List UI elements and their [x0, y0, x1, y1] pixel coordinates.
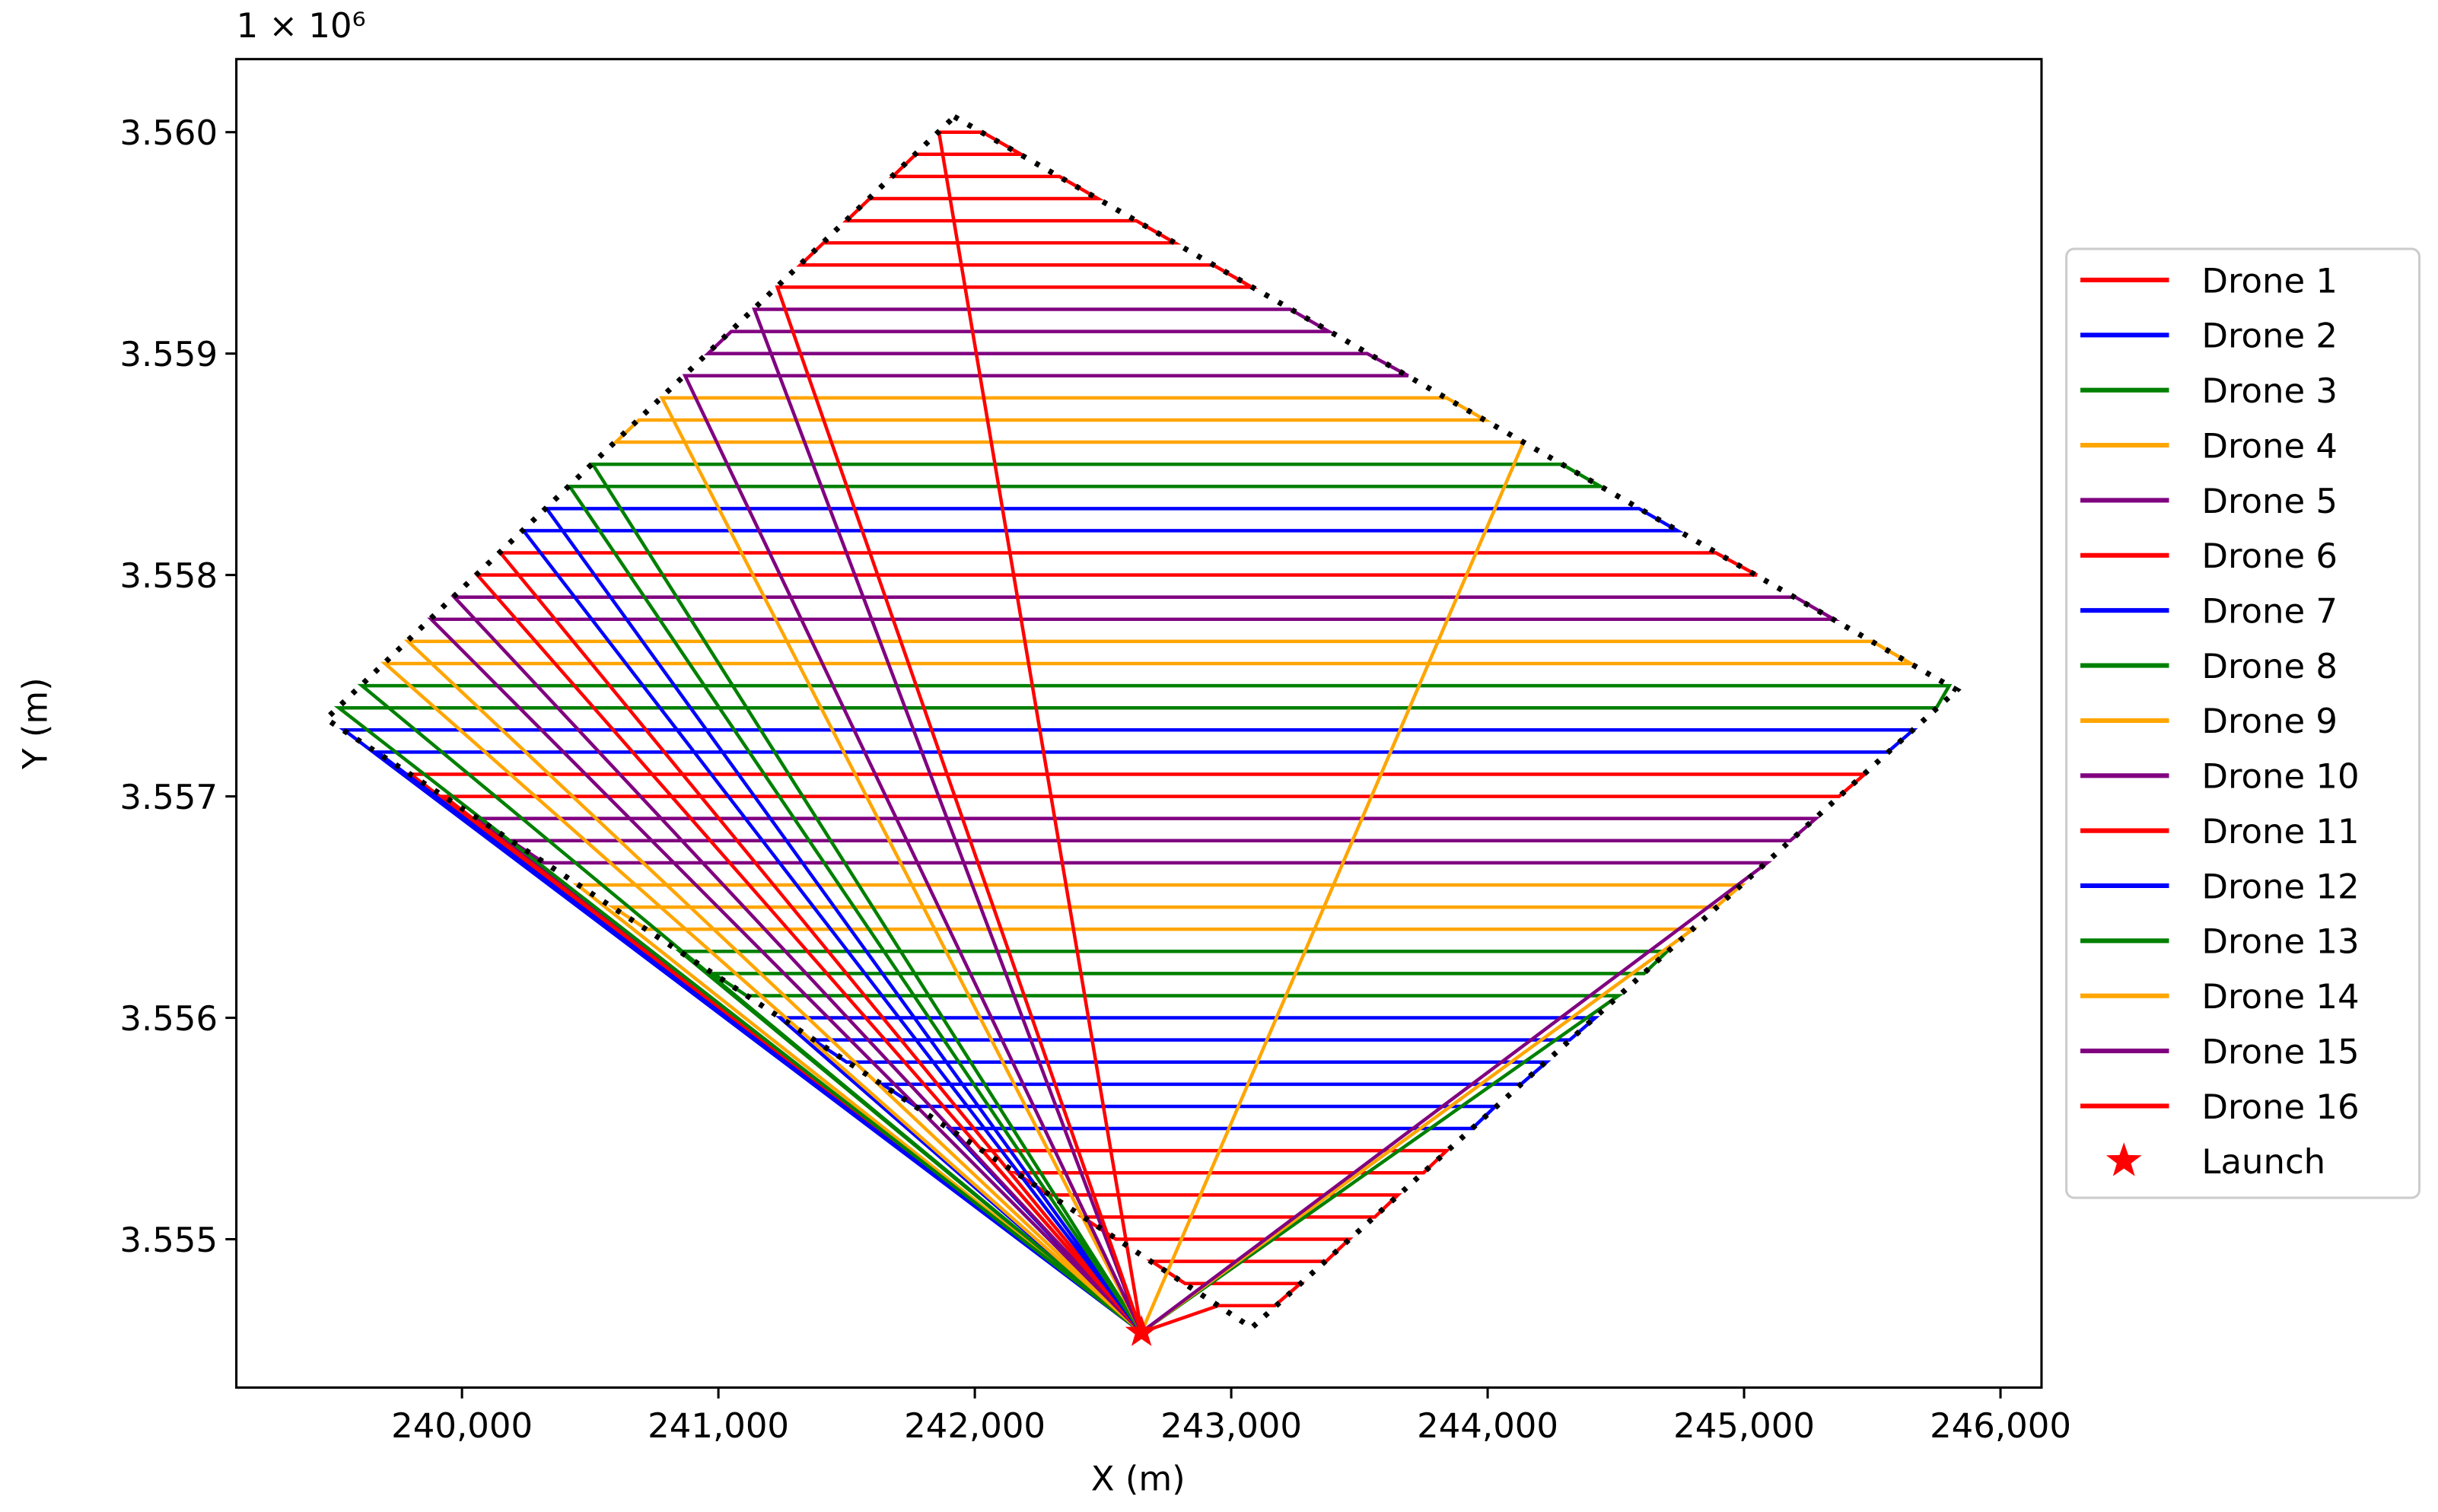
y-tick-label: 3.555 — [119, 1220, 218, 1260]
legend-label: Drone 4 — [2201, 425, 2338, 466]
legend-label: Drone 12 — [2201, 866, 2359, 906]
drone-path — [380, 639, 1918, 1334]
legend-label: Drone 6 — [2201, 536, 2338, 576]
x-tick-label: 243,000 — [1160, 1405, 1302, 1446]
x-tick-label: 244,000 — [1417, 1405, 1558, 1446]
x-tick-label: 242,000 — [904, 1405, 1046, 1446]
legend-label: Drone 1 — [2201, 260, 2338, 301]
legend-label: Drone 13 — [2201, 922, 2359, 962]
x-tick-label: 246,000 — [1930, 1405, 2071, 1446]
legend-label: Drone 16 — [2201, 1087, 2359, 1127]
drone-path — [427, 595, 1841, 1334]
plot-area — [236, 59, 2042, 1388]
y-tick-label: 3.560 — [119, 113, 218, 153]
drone-path — [472, 816, 1821, 1334]
y-axis-label: Y (m) — [14, 677, 55, 770]
y-tick-label: 3.557 — [119, 777, 218, 817]
drone-path — [473, 551, 1758, 1334]
legend-label: Drone 5 — [2201, 481, 2338, 521]
y-tick-label: 3.559 — [119, 334, 218, 374]
legend-label: Drone 9 — [2201, 701, 2338, 741]
legend-label: Drone 3 — [2201, 371, 2338, 411]
drone-path — [566, 462, 1607, 1333]
drone-path — [611, 396, 1526, 1333]
legend-label: Drone 14 — [2201, 976, 2359, 1017]
legend-swatch — [2105, 1142, 2142, 1176]
launch-marker — [1125, 1315, 1158, 1346]
x-axis-label: X (m) — [1091, 1458, 1186, 1498]
x-tick-label: 240,000 — [391, 1405, 533, 1446]
legend-label: Launch — [2201, 1141, 2325, 1182]
legend-label: Drone 10 — [2201, 756, 2359, 797]
legend-box — [2065, 247, 2421, 1199]
drone-path — [333, 683, 1953, 1334]
drone-path — [675, 950, 1672, 1334]
x-tick-label: 245,000 — [1673, 1405, 1815, 1446]
y-offset-label: 1 × 10⁶ — [237, 5, 366, 46]
legend-label: Drone 2 — [2201, 316, 2338, 356]
drone-path — [406, 772, 1870, 1334]
plot-content — [321, 114, 1962, 1346]
y-tick-label: 3.556 — [119, 998, 218, 1039]
drone-path — [682, 307, 1409, 1333]
legend-label: Drone 7 — [2201, 591, 2338, 632]
legend-label: Drone 15 — [2201, 1031, 2359, 1071]
x-tick-label: 241,000 — [648, 1405, 789, 1446]
legend-label: Drone 11 — [2201, 811, 2359, 851]
y-tick-label: 3.558 — [119, 555, 218, 596]
plot-frame — [235, 58, 2043, 1389]
legend-label: Drone 8 — [2201, 646, 2338, 686]
